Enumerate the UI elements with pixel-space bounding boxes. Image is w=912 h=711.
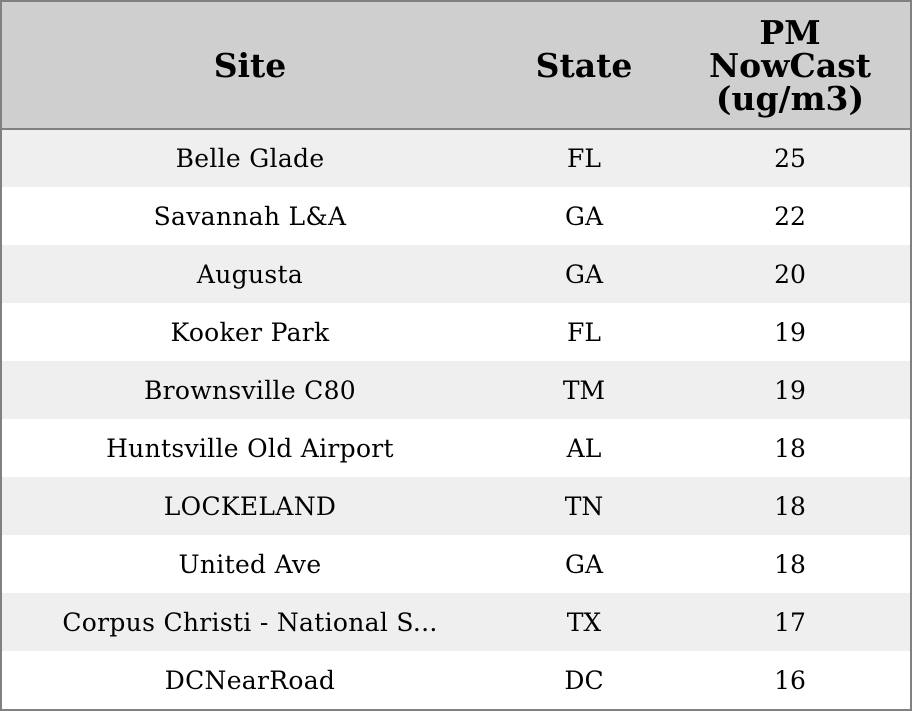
- cell-pm-nowcast: 20: [670, 245, 910, 303]
- cell-site: Brownsville C80: [2, 361, 498, 419]
- cell-pm-nowcast: 25: [670, 129, 910, 187]
- cell-site: Belle Glade: [2, 129, 498, 187]
- cell-site: United Ave: [2, 535, 498, 593]
- cell-state: FL: [498, 303, 670, 361]
- table-header: Site State PM NowCast (ug/m3): [2, 2, 910, 130]
- cell-state: TM: [498, 361, 670, 419]
- table-row: Corpus Christi - National S... TX 17: [2, 593, 910, 651]
- cell-state: TX: [498, 593, 670, 651]
- column-header-site: Site: [2, 2, 498, 130]
- header-line: State: [535, 45, 633, 85]
- table-row: LOCKELAND TN 18: [2, 477, 910, 535]
- cell-pm-nowcast: 18: [670, 477, 910, 535]
- table-row: Huntsville Old Airport AL 18: [2, 419, 910, 477]
- cell-state: GA: [498, 245, 670, 303]
- table-row: Augusta GA 20: [2, 245, 910, 303]
- table-row: United Ave GA 18: [2, 535, 910, 593]
- table-row: Savannah L&A GA 22: [2, 187, 910, 245]
- table-row: Brownsville C80 TM 19: [2, 361, 910, 419]
- cell-state: GA: [498, 535, 670, 593]
- cell-state: DC: [498, 651, 670, 709]
- table-row: DCNearRoad DC 16: [2, 651, 910, 709]
- cell-pm-nowcast: 19: [670, 361, 910, 419]
- cell-pm-nowcast: 16: [670, 651, 910, 709]
- cell-pm-nowcast: 18: [670, 535, 910, 593]
- cell-site: DCNearRoad: [2, 651, 498, 709]
- column-header-state: State: [498, 2, 670, 130]
- cell-site: Kooker Park: [2, 303, 498, 361]
- header-line: Site: [213, 45, 287, 85]
- cell-site: Savannah L&A: [2, 187, 498, 245]
- cell-site: Corpus Christi - National S...: [2, 593, 498, 651]
- cell-pm-nowcast: 22: [670, 187, 910, 245]
- cell-site: LOCKELAND: [2, 477, 498, 535]
- table-body: Belle Glade FL 25 Savannah L&A GA 22 Augusta GA…: [2, 129, 910, 709]
- cell-pm-nowcast: 18: [670, 419, 910, 477]
- column-header-pm-nowcast: PM NowCast (ug/m3): [670, 2, 910, 130]
- cell-state: AL: [498, 419, 670, 477]
- cell-pm-nowcast: 17: [670, 593, 910, 651]
- header-line: NowCast: [708, 45, 872, 85]
- header-row: Site State PM NowCast (ug/m3): [2, 2, 910, 130]
- header-line: PM: [759, 12, 821, 52]
- table-row: Belle Glade FL 25: [2, 129, 910, 187]
- table-row: Kooker Park FL 19: [2, 303, 910, 361]
- cell-state: GA: [498, 187, 670, 245]
- cell-site: Huntsville Old Airport: [2, 419, 498, 477]
- cell-state: FL: [498, 129, 670, 187]
- cell-state: TN: [498, 477, 670, 535]
- cell-site: Augusta: [2, 245, 498, 303]
- header-line: (ug/m3): [715, 78, 865, 118]
- cell-pm-nowcast: 19: [670, 303, 910, 361]
